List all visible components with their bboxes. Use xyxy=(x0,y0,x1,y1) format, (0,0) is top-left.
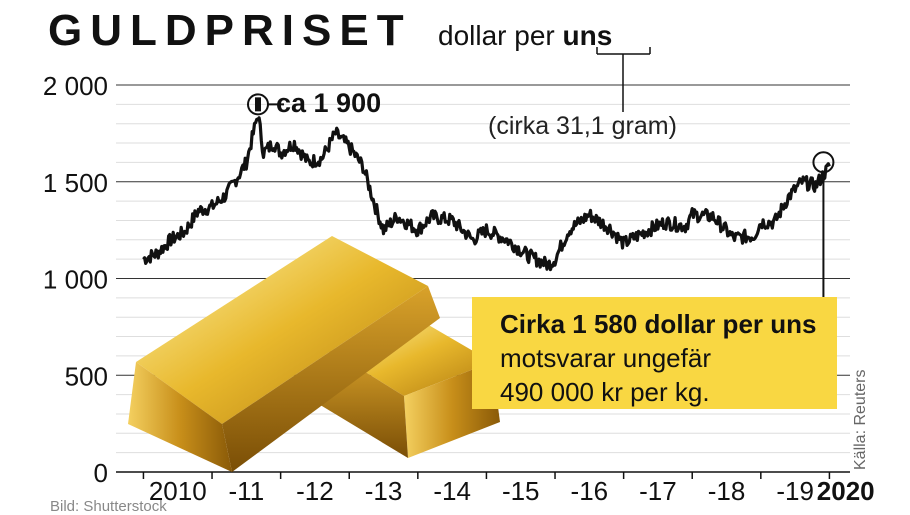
y-tick-label: 2 000 xyxy=(43,71,108,101)
peak-label: ca 1 900 xyxy=(276,88,382,118)
info-strong: Cirka 1 580 dollar per uns xyxy=(500,309,817,339)
gold-bar-front-top xyxy=(136,236,428,424)
info-rest-1: motsvarar ungefär xyxy=(500,343,711,373)
gold-bar-front-front xyxy=(128,362,232,472)
x-tick-label: -14 xyxy=(433,476,471,506)
x-tick-label: -13 xyxy=(365,476,403,506)
x-tick-label: -11 xyxy=(229,476,265,506)
y-tick-label: 1 000 xyxy=(43,265,108,295)
chart-title: GULDPRISET xyxy=(48,6,412,55)
x-tick-label: -16 xyxy=(571,476,609,506)
gold-bar-front-side xyxy=(222,286,440,472)
y-tick-label: 0 xyxy=(94,458,108,488)
info-rest-2: 490 000 kr per kg. xyxy=(500,377,710,407)
x-tick-label: 2020 xyxy=(817,476,875,506)
photo-credit: Bild: Shutterstock xyxy=(50,498,167,515)
unit-note: (cirka 31,1 gram) xyxy=(488,112,677,140)
y-tick-labels: 0 500 1 000 1 500 2 000 xyxy=(43,71,108,488)
gold-bars-illustration xyxy=(128,236,500,472)
x-tick-label: -18 xyxy=(708,476,746,506)
x-tick-label: -15 xyxy=(502,476,540,506)
price-series xyxy=(142,116,831,272)
x-tick-labels: 2010 -11 -12 -13 -14 -15 -16 -17 -18 -19 2020 xyxy=(142,472,875,506)
y-tick-label: 500 xyxy=(65,361,108,391)
peak-marker-dot xyxy=(254,97,261,112)
price-line xyxy=(142,116,831,272)
x-tick-label: -12 xyxy=(296,476,334,506)
subtitle-plain: dollar per xyxy=(438,20,563,51)
x-tick-label: 2010 xyxy=(149,476,207,506)
x-tick-label: -19 xyxy=(776,476,814,506)
y-tick-label: 1 500 xyxy=(43,168,108,198)
source-credit: Källa: Reuters xyxy=(852,369,869,471)
chart-subtitle: dollar per uns xyxy=(438,20,612,52)
annotation-marks xyxy=(246,93,835,297)
x-tick-label: -17 xyxy=(639,476,677,506)
subtitle-bold: uns xyxy=(562,20,613,51)
info-box: Cirka 1 580 dollar per uns motsvarar ung… xyxy=(472,297,837,409)
